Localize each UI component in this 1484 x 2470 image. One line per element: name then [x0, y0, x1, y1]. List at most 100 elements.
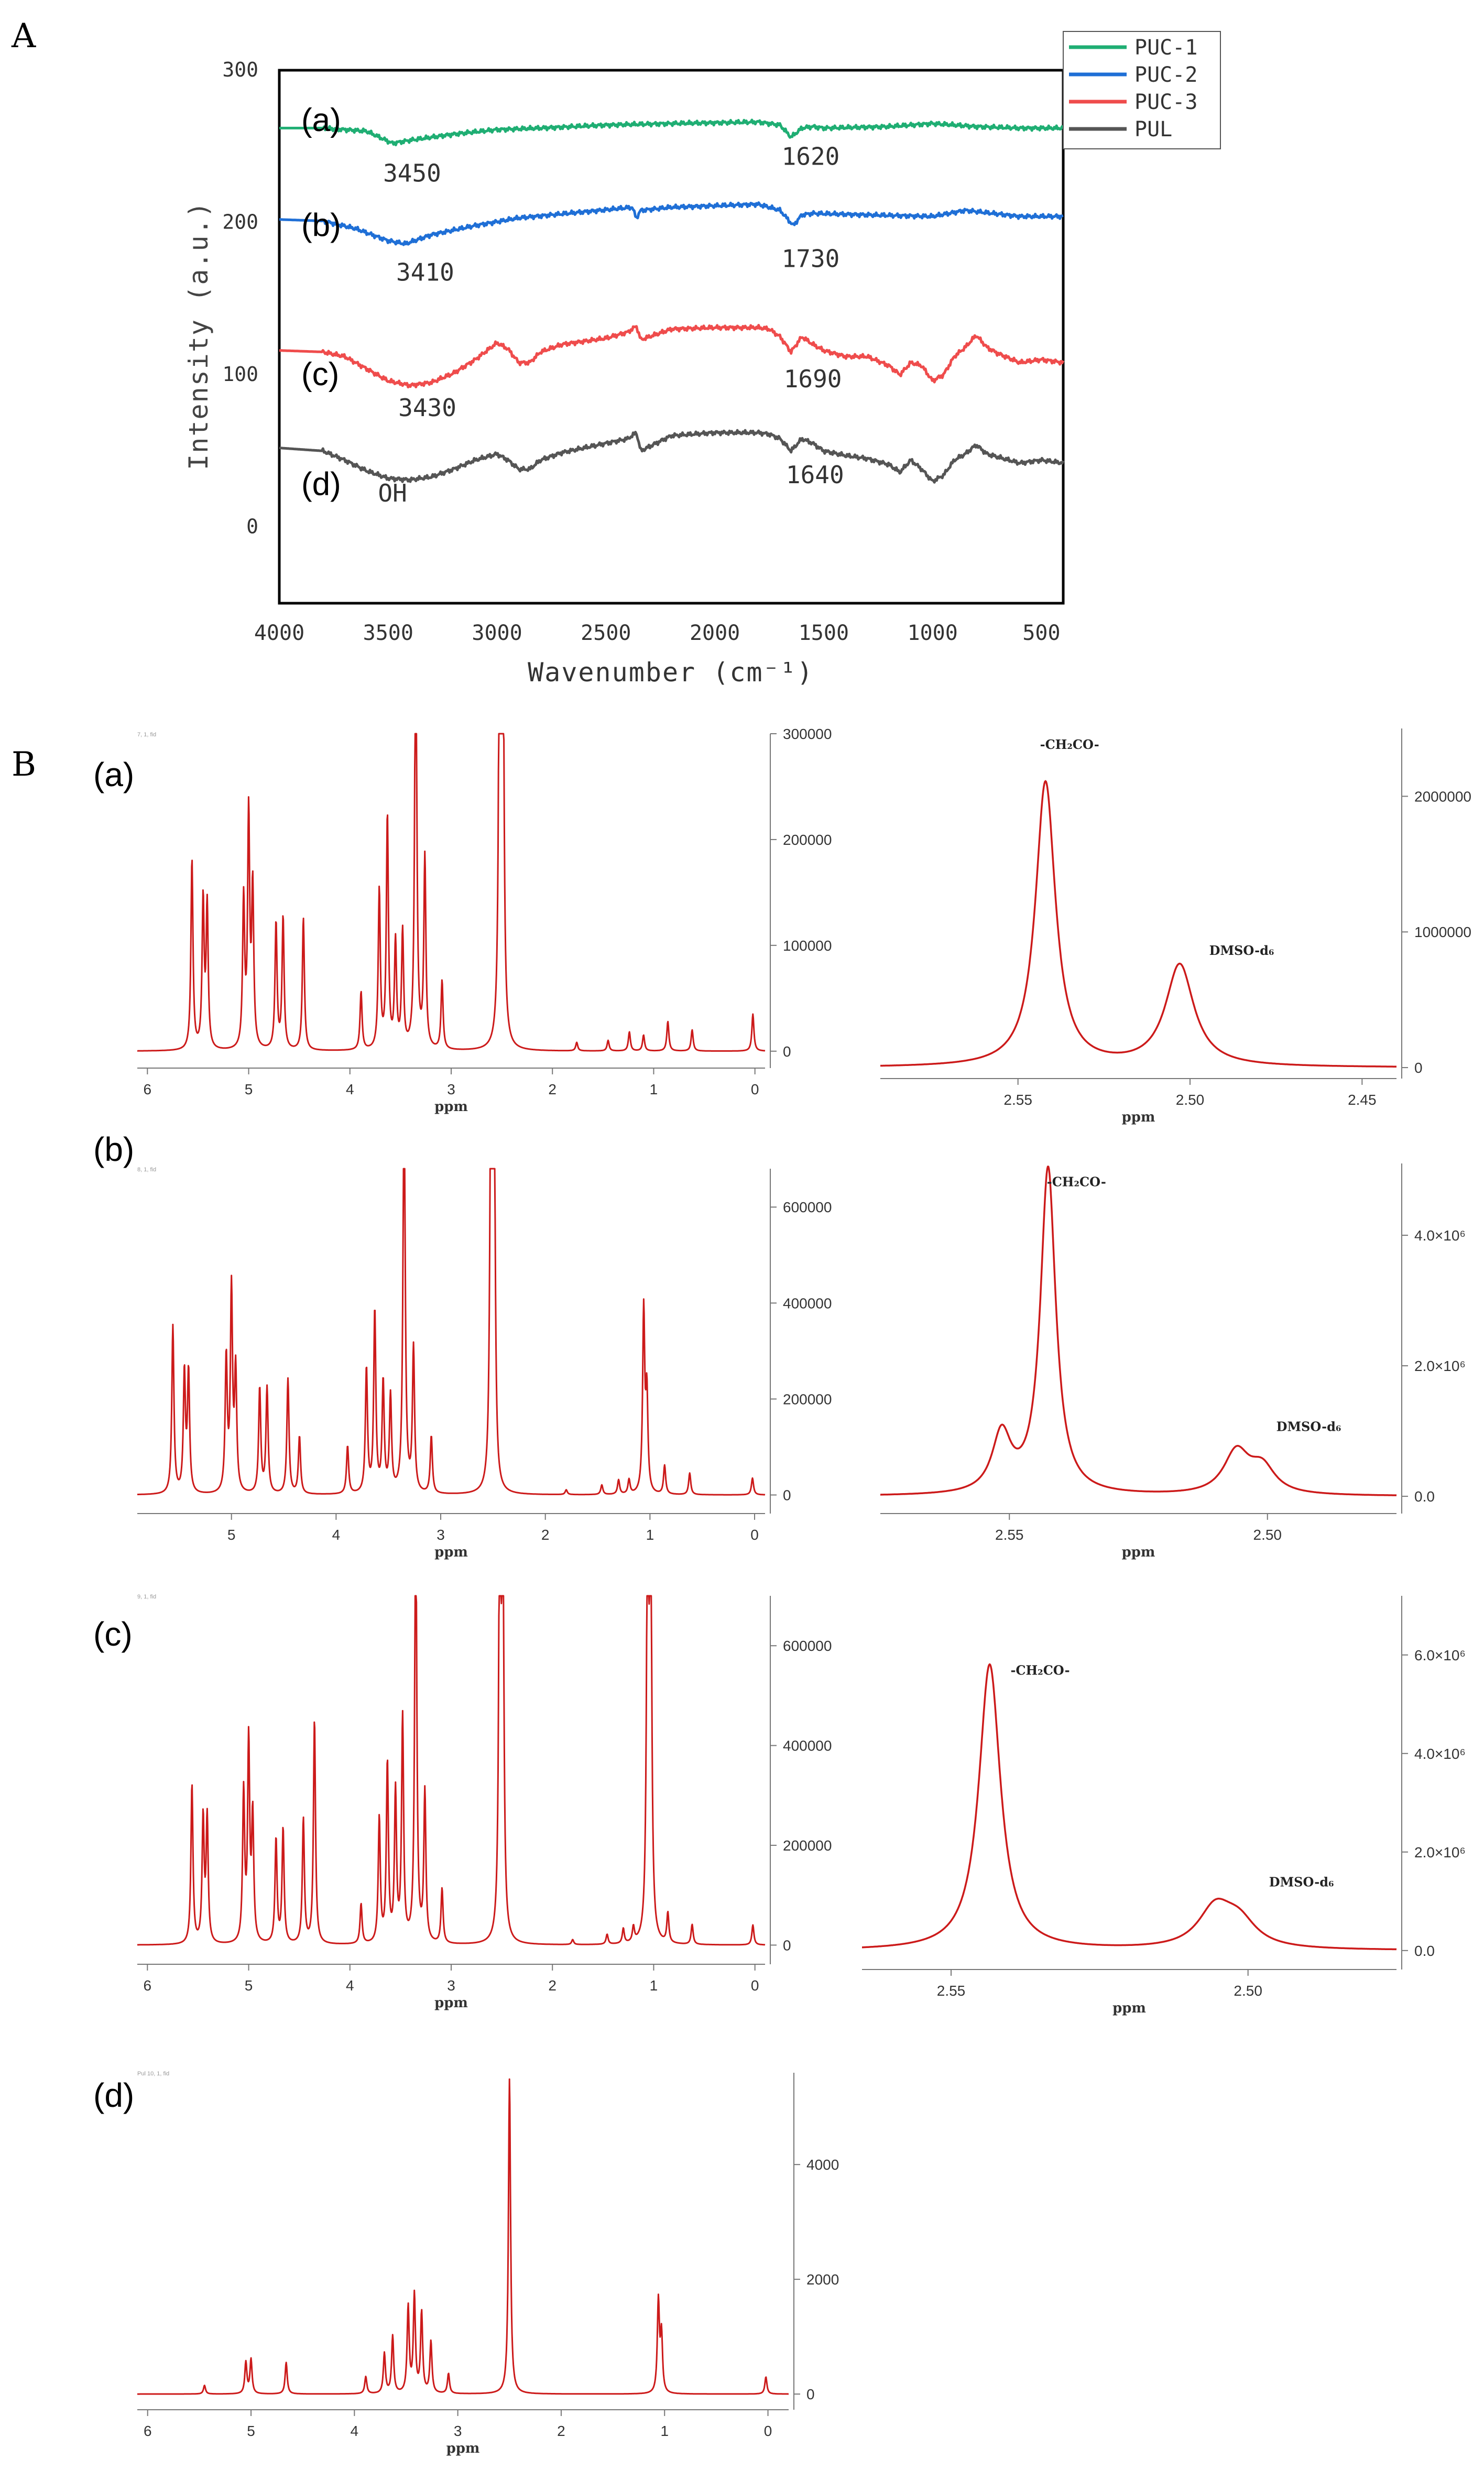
nmr-x-tick-label: 2: [541, 1527, 550, 1543]
nmr-spectrum-header: 9, 1, fid: [137, 1594, 156, 1600]
ftir-peak-label: 3430: [398, 394, 456, 422]
nmr-x-tick-label: 3: [454, 2423, 462, 2439]
ftir-x-tick-label: 3000: [472, 621, 522, 645]
nmr-spectrum-line: [880, 780, 1397, 1068]
nmr-peak-annotation: DMSO-d₆: [1209, 943, 1274, 958]
nmr-x-tick-label: 5: [227, 1527, 236, 1543]
nmr-y-tick-label: 2000000: [1414, 788, 1471, 804]
nmr-x-tick-label: 4: [351, 2423, 359, 2439]
nmr-y-tick-label: 2.0×10⁶: [1414, 1358, 1466, 1374]
ftir-plot-frame: [278, 69, 1065, 605]
nmr-spectrum-line: [861, 1663, 1397, 1951]
legend-label: PUC-3: [1134, 90, 1197, 114]
ftir-peak-label: 1690: [784, 365, 842, 393]
ftir-series-line-puc-3: [279, 324, 1065, 389]
nmr-y-tick-label: 6.0×10⁶: [1414, 1647, 1466, 1663]
ftir-x-tick-label: 3500: [363, 621, 413, 645]
nmr-x-tick-label: 2.50: [1234, 1983, 1262, 1999]
legend-label: PUL: [1134, 117, 1172, 142]
nmr-x-tick-label: 1: [650, 1081, 658, 1097]
ftir-y-tick-label: 100: [222, 363, 258, 386]
ftir-x-tick-label: 1500: [799, 621, 849, 645]
nmr-x-tick-label: 3: [447, 1977, 455, 1994]
nmr-x-axis-label: ppm: [1112, 2000, 1146, 2016]
nmr-x-tick-label: 0: [750, 1527, 759, 1543]
nmr-x-tick-label: 2.50: [1253, 1527, 1282, 1543]
ftir-x-axis-label: Wavenumber (cm⁻¹): [528, 657, 814, 688]
nmr-x-tick-label: 4: [346, 1081, 354, 1097]
nmr-x-tick-label: 2.55: [1003, 1092, 1032, 1108]
nmr-x-tick-label: 0: [764, 2423, 772, 2439]
nmr-y-tick-label: 200000: [783, 1837, 832, 1854]
nmr-x-axis-label: ppm: [1122, 1109, 1155, 1125]
ftir-y-tick-label: 300: [222, 58, 258, 81]
nmr-x-axis-label: ppm: [434, 1995, 468, 2011]
nmr-x-axis-label: ppm: [1122, 1544, 1155, 1560]
nmr-x-tick-label: 2: [548, 1977, 556, 1994]
nmr-y-tick-label: 0: [1414, 1060, 1423, 1076]
legend-label: PUC-1: [1134, 36, 1197, 60]
nmr-panel-label: (b): [93, 1130, 134, 1168]
ftir-x-tick-label: 500: [1022, 621, 1060, 645]
ftir-peak-label: 1730: [782, 244, 840, 273]
nmr-peak-annotation: -CH₂CO-: [1010, 1662, 1070, 1678]
nmr-y-tick-label: 2000: [806, 2271, 839, 2288]
nmr-x-tick-label: 2.50: [1176, 1092, 1205, 1108]
nmr-x-tick-label: 6: [144, 2423, 152, 2439]
nmr-spectrum-line: [137, 1595, 766, 1946]
nmr-y-tick-label: 400000: [783, 1738, 832, 1754]
ftir-curve-label: (c): [301, 356, 339, 393]
nmr-panel-b: (b)8, 1, fid 5 4 3 2 1 0 ppm 600000 400000 200000 0…: [93, 1130, 1466, 1560]
nmr-spectrum-line: [137, 733, 766, 1052]
nmr-y-tick-label: 600000: [783, 1199, 832, 1215]
ftir-legend: PUC-1 PUC-2 PUC-3 PUL: [1063, 31, 1221, 149]
nmr-x-tick-label: 2: [548, 1081, 556, 1097]
nmr-spectrum-line: [137, 1168, 766, 1496]
nmr-panel-label: (c): [93, 1615, 133, 1653]
nmr-x-axis-label: ppm: [434, 1544, 468, 1560]
nmr-full-spectrum: 5 4 3 2 1 0 ppm 600000 400000 200000 0: [137, 1168, 832, 1560]
nmr-y-tick-label: 2.0×10⁶: [1414, 1844, 1466, 1860]
nmr-x-tick-label: 2.55: [937, 1983, 966, 1999]
nmr-spectrum-line: [880, 1166, 1397, 1496]
nmr-x-tick-label: 2.45: [1348, 1092, 1377, 1108]
ftir-peak-label: 1620: [782, 143, 840, 171]
nmr-x-tick-label: 4: [346, 1977, 354, 1994]
ftir-x-tick-label: 2500: [581, 621, 631, 645]
nmr-spectrum-header: 7, 1, fid: [137, 732, 156, 738]
nmr-full-spectrum: 6 5 4 3 2 1 0 ppm 300000 200000 100000 0: [137, 726, 832, 1115]
ftir-x-tick-label: 2000: [690, 621, 740, 645]
nmr-x-tick-label: 0: [751, 1977, 759, 1994]
ftir-series-line-puc-2: [279, 201, 1064, 246]
nmr-panel-a: (a) 7, 1, fid 6 5 4 3 2 1 0 ppm 300000 200000 100000…: [93, 726, 1471, 1125]
nmr-x-tick-label: 5: [247, 2423, 255, 2439]
nmr-x-tick-label: 3: [437, 1527, 445, 1543]
ftir-x-tick-label: 1000: [908, 621, 958, 645]
nmr-y-tick-label: 0: [783, 1487, 791, 1504]
nmr-x-tick-label: 6: [144, 1081, 152, 1097]
nmr-zoom-spectrum: 2.55 2.50 ppm 6.0×10⁶ 4.0×10⁶ 2.0×10⁶ 0.0 -CH₂C…: [861, 1596, 1466, 2016]
nmr-x-tick-label: 4: [332, 1527, 341, 1543]
nmr-y-tick-label: 100000: [783, 938, 832, 954]
nmr-x-tick-label: 2.55: [995, 1527, 1024, 1543]
ftir-peak-label: 3450: [383, 159, 441, 188]
panel-label-b: B: [12, 745, 36, 784]
ftir-peak-label: 1640: [786, 461, 844, 489]
ftir-curve-label: (a): [301, 102, 341, 138]
ftir-peak-label: OH: [378, 479, 407, 507]
ftir-series-line-pul: [279, 429, 1065, 484]
nmr-x-tick-label: 1: [650, 1977, 658, 1994]
nmr-y-tick-label: 300000: [783, 726, 832, 742]
nmr-spectrum-line: [137, 2078, 789, 2395]
legend-label: PUC-2: [1134, 63, 1197, 87]
nmr-y-tick-label: 200000: [783, 832, 832, 848]
nmr-x-tick-label: 6: [144, 1977, 152, 1994]
nmr-zoom-spectrum: 2.55 2.50 2.45 ppm 2000000 1000000 0 -CH₂CO- DMS…: [880, 728, 1471, 1125]
nmr-peak-annotation: DMSO-d₆: [1276, 1419, 1341, 1434]
nmr-panel-label: (a): [93, 756, 134, 793]
nmr-x-tick-label: 3: [447, 1081, 455, 1097]
nmr-panel-label: (d): [93, 2076, 134, 2114]
nmr-x-tick-label: 5: [245, 1977, 253, 1994]
